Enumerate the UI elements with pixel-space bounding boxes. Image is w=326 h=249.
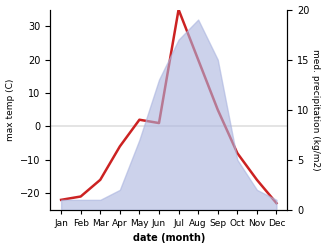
Y-axis label: max temp (C): max temp (C) bbox=[6, 78, 15, 141]
Y-axis label: med. precipitation (kg/m2): med. precipitation (kg/m2) bbox=[311, 49, 320, 171]
X-axis label: date (month): date (month) bbox=[133, 234, 205, 244]
